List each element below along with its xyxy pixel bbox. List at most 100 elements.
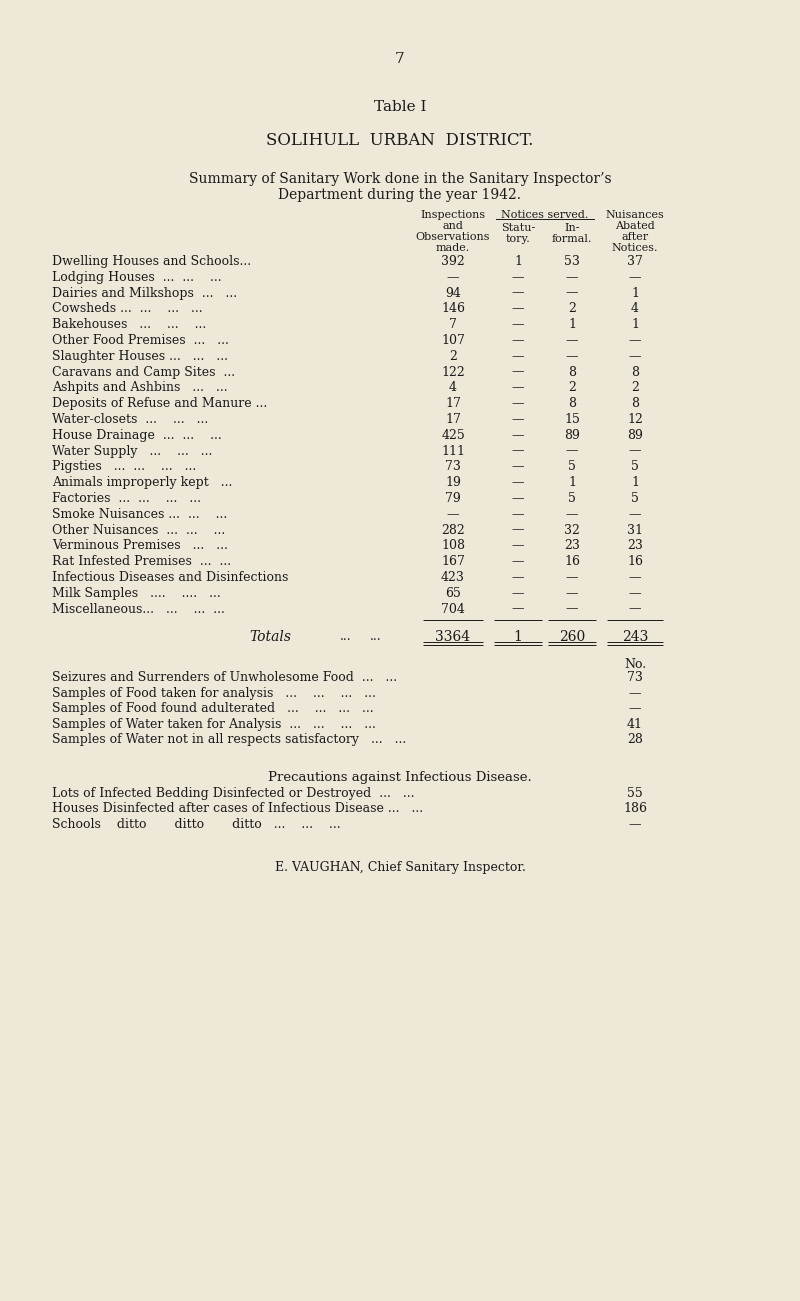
Text: 4: 4 [631,302,639,315]
Text: —: — [566,350,578,363]
Text: 146: 146 [441,302,465,315]
Text: 392: 392 [441,255,465,268]
Text: Statu-: Statu- [501,222,535,233]
Text: Notices served.: Notices served. [502,209,589,220]
Text: —: — [566,587,578,600]
Text: —: — [566,286,578,299]
Text: 111: 111 [441,445,465,458]
Text: Totals: Totals [249,631,291,644]
Text: 73: 73 [445,461,461,474]
Text: made.: made. [436,243,470,252]
Text: —: — [512,397,524,410]
Text: 108: 108 [441,540,465,553]
Text: Nuisances: Nuisances [606,209,664,220]
Text: 1: 1 [631,476,639,489]
Text: —: — [566,571,578,584]
Text: 2: 2 [568,381,576,394]
Text: —: — [512,602,524,615]
Text: and: and [442,221,463,232]
Text: 32: 32 [564,523,580,536]
Text: —: — [512,350,524,363]
Text: —: — [512,445,524,458]
Text: 23: 23 [627,540,643,553]
Text: —: — [512,587,524,600]
Text: —: — [512,507,524,520]
Text: —: — [629,587,642,600]
Text: 5: 5 [568,492,576,505]
Text: Bakehouses   ...    ...    ...: Bakehouses ... ... ... [52,319,206,332]
Text: Miscellaneous...   ...    ...  ...: Miscellaneous... ... ... ... [52,602,225,615]
Text: —: — [512,381,524,394]
Text: 1: 1 [568,476,576,489]
Text: Samples of Food taken for analysis   ...    ...    ...   ...: Samples of Food taken for analysis ... .… [52,687,376,700]
Text: tory.: tory. [506,234,530,245]
Text: —: — [629,334,642,347]
Text: Seizures and Surrenders of Unwholesome Food  ...   ...: Seizures and Surrenders of Unwholesome F… [52,671,397,684]
Text: —: — [446,271,459,284]
Text: —: — [629,507,642,520]
Text: 260: 260 [559,631,585,644]
Text: Verminous Premises   ...   ...: Verminous Premises ... ... [52,540,228,553]
Text: —: — [629,687,642,700]
Text: —: — [512,334,524,347]
Text: Rat Infested Premises  ...  ...: Rat Infested Premises ... ... [52,556,231,569]
Text: ...: ... [340,631,352,644]
Text: 7: 7 [449,319,457,332]
Text: 28: 28 [627,734,643,747]
Text: —: — [629,818,642,831]
Text: Deposits of Refuse and Manure ...: Deposits of Refuse and Manure ... [52,397,267,410]
Text: Notices.: Notices. [612,243,658,252]
Text: Schools    ditto       ditto       ditto   ...    ...    ...: Schools ditto ditto ditto ... ... ... [52,818,341,831]
Text: Water-closets  ...    ...   ...: Water-closets ... ... ... [52,412,208,425]
Text: —: — [629,703,642,716]
Text: 89: 89 [564,429,580,442]
Text: 2: 2 [568,302,576,315]
Text: 704: 704 [441,602,465,615]
Text: 17: 17 [445,397,461,410]
Text: 17: 17 [445,412,461,425]
Text: Department during the year 1942.: Department during the year 1942. [278,189,522,202]
Text: 282: 282 [441,523,465,536]
Text: Samples of Food found adulterated   ...    ...   ...   ...: Samples of Food found adulterated ... ..… [52,703,374,716]
Text: —: — [512,540,524,553]
Text: 19: 19 [445,476,461,489]
Text: 1: 1 [514,631,522,644]
Text: —: — [512,302,524,315]
Text: —: — [566,271,578,284]
Text: —: — [629,350,642,363]
Text: —: — [512,271,524,284]
Text: Dwelling Houses and Schools...: Dwelling Houses and Schools... [52,255,251,268]
Text: formal.: formal. [552,234,592,245]
Text: —: — [566,334,578,347]
Text: —: — [566,507,578,520]
Text: —: — [446,507,459,520]
Text: Summary of Sanitary Work done in the Sanitary Inspector’s: Summary of Sanitary Work done in the San… [189,172,611,186]
Text: Animals improperly kept   ...: Animals improperly kept ... [52,476,232,489]
Text: 73: 73 [627,671,643,684]
Text: 5: 5 [568,461,576,474]
Text: —: — [629,445,642,458]
Text: 16: 16 [564,556,580,569]
Text: SOLIHULL  URBAN  DISTRICT.: SOLIHULL URBAN DISTRICT. [266,131,534,150]
Text: 186: 186 [623,803,647,816]
Text: 4: 4 [449,381,457,394]
Text: Smoke Nuisances ...  ...    ...: Smoke Nuisances ... ... ... [52,507,227,520]
Text: Lodging Houses  ...  ...    ...: Lodging Houses ... ... ... [52,271,222,284]
Text: —: — [512,523,524,536]
Text: 89: 89 [627,429,643,442]
Text: Other Nuisances  ...  ...    ...: Other Nuisances ... ... ... [52,523,226,536]
Text: 3364: 3364 [435,631,470,644]
Text: —: — [629,602,642,615]
Text: Factories  ...  ...    ...   ...: Factories ... ... ... ... [52,492,201,505]
Text: after: after [622,232,649,242]
Text: 15: 15 [564,412,580,425]
Text: 1: 1 [631,319,639,332]
Text: 55: 55 [627,787,643,800]
Text: —: — [512,571,524,584]
Text: 12: 12 [627,412,643,425]
Text: Inspections: Inspections [421,209,486,220]
Text: —: — [512,286,524,299]
Text: —: — [512,319,524,332]
Text: Samples of Water not in all respects satisfactory   ...   ...: Samples of Water not in all respects sat… [52,734,406,747]
Text: 31: 31 [627,523,643,536]
